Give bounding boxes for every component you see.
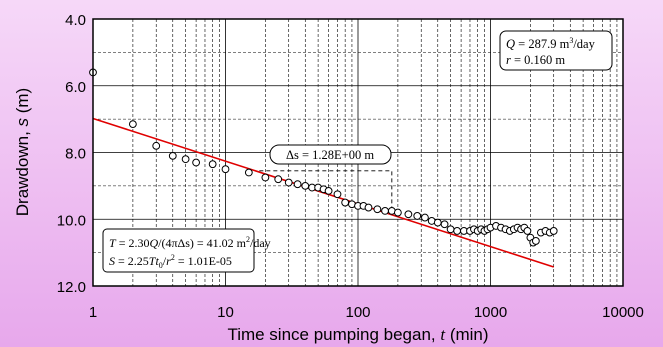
s-tt: Tt — [149, 254, 160, 268]
r-value: = 0.160 m — [511, 53, 566, 67]
y-tick-label: 6.0 — [65, 79, 86, 96]
q-value: = 287.9 m — [515, 37, 570, 51]
t-s-box — [102, 228, 255, 273]
data-point — [393, 208, 402, 217]
data-point — [433, 218, 442, 227]
data-point — [152, 141, 161, 150]
data-point — [531, 237, 540, 245]
y-tick-label: 4.0 — [65, 12, 86, 29]
data-point — [373, 205, 382, 214]
s-rsup: 2 — [171, 253, 175, 262]
x-axis-label-text: Time since pumping began, — [227, 325, 440, 344]
t-line: T = 2.30Q/(4πΔs) = 41.02 m2/day — [109, 235, 271, 250]
delta-marker-group — [259, 170, 393, 214]
x-tick-label: 100 — [345, 304, 370, 321]
data-point — [421, 213, 429, 222]
q-r-box — [499, 30, 613, 71]
x-tick-label: 1 — [89, 304, 97, 321]
x-tick-label: 10 — [217, 304, 234, 321]
x-axis-label-var: t — [440, 325, 446, 344]
y-axis-label-unit: (m) — [13, 88, 32, 118]
y-axis-label-var: s — [13, 117, 32, 126]
data-point — [168, 151, 177, 160]
data-point — [364, 203, 373, 212]
data-point — [301, 181, 310, 190]
data-point — [208, 160, 217, 169]
s-sub: 0 — [159, 261, 163, 270]
x-tick-label: 1000 — [474, 304, 507, 321]
data-point — [413, 212, 422, 220]
y-tick-label: 12.0 — [57, 279, 86, 296]
s-slash: / — [163, 254, 167, 268]
data-point — [274, 175, 283, 184]
data-point — [128, 120, 137, 129]
y-tick-label: 8.0 — [65, 146, 86, 163]
t-sup: 2 — [246, 235, 250, 244]
data-point — [404, 210, 413, 219]
data-point — [261, 173, 270, 182]
y-tick-label: 10.0 — [57, 212, 86, 229]
q-line: Q = 287.9 m3/day — [506, 36, 596, 51]
data-point — [221, 165, 230, 174]
delta-s-label: Δs = 1.28E+00 m — [286, 148, 374, 162]
plot-frame — [92, 18, 624, 287]
data-point — [446, 225, 455, 234]
data-point — [324, 186, 333, 195]
y-tick-labels: 4.0 6.0 8.0 10.0 12.0 — [57, 12, 86, 296]
data-point — [244, 168, 253, 177]
delta-s-marker — [259, 170, 393, 214]
y-axis-label: Drawdown, s (m) — [13, 88, 32, 216]
s-var: S — [109, 254, 115, 268]
data-point — [453, 227, 462, 235]
t-eq: = 2.30 — [116, 236, 150, 250]
t-s-annotation: T = 2.30Q/(4πΔs) = 41.02 m2/day S = 2.25… — [102, 228, 271, 273]
t-mid: /(4πΔs) = 41.02 m — [158, 236, 247, 250]
data-point — [440, 220, 449, 229]
q-var: Q — [506, 37, 515, 51]
data-point — [293, 180, 302, 189]
data-point — [341, 198, 350, 207]
data-point — [381, 207, 389, 215]
observed-points — [89, 68, 558, 247]
data-point — [181, 155, 190, 164]
data-point — [284, 178, 293, 187]
r-var: r — [506, 53, 511, 67]
s-value: = 1.01E-05 — [175, 254, 232, 268]
q-unit: /day — [573, 37, 595, 51]
q-r-annotation: Q = 287.9 m3/day r = 0.160 m — [499, 30, 613, 71]
delta-s-annotation: Δs = 1.28E+00 m — [269, 144, 392, 165]
x-tick-labels: 1 10 100 1000 10000 — [89, 304, 644, 321]
x-tick-label: 10000 — [602, 304, 644, 321]
t-var: T — [109, 236, 117, 250]
delta-s-box — [269, 144, 392, 165]
t-q: Q — [149, 236, 158, 250]
s-r: r — [166, 254, 171, 268]
t-unit: /day — [250, 236, 271, 250]
x-axis-label: Time since pumping began, t (min) — [227, 325, 488, 344]
r-line: r = 0.160 m — [506, 53, 565, 67]
s-eq: = 2.25 — [115, 254, 149, 268]
data-point — [192, 158, 201, 167]
data-point — [523, 227, 532, 235]
x-axis-label-unit: (min) — [445, 325, 488, 344]
q-sup: 3 — [569, 36, 573, 45]
y-axis-label-text: Drawdown, — [13, 126, 32, 216]
s-line: S = 2.25Tt0/r2 = 1.01E-05 — [109, 253, 232, 270]
data-point — [549, 227, 558, 235]
data-point — [333, 190, 342, 199]
